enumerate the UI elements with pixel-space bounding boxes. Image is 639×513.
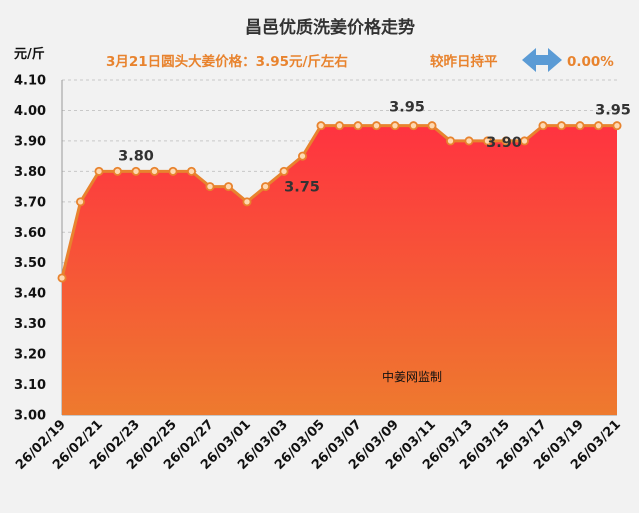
- data-point: [594, 121, 604, 131]
- data-labels: 3.80 3.75 3.95 3.90 3.95: [118, 100, 631, 196]
- y-tick-label: 3.90: [14, 134, 46, 149]
- data-point: [168, 166, 178, 176]
- y-tick-label: 4.10: [14, 74, 46, 89]
- data-point: [223, 182, 233, 192]
- area-fill-path: [62, 125, 617, 415]
- data-point: [557, 121, 567, 131]
- data-label: 3.95: [595, 103, 631, 119]
- data-point: [76, 197, 86, 207]
- area-fill: [62, 125, 617, 415]
- data-point: [113, 166, 123, 176]
- y-tick-label: 3.30: [14, 317, 46, 332]
- data-point: [186, 166, 196, 176]
- y-tick-label: 3.00: [14, 409, 46, 424]
- change-value: 0.00%: [567, 54, 614, 70]
- y-tick-label: 3.40: [14, 287, 46, 302]
- y-tick-label: 3.80: [14, 165, 46, 180]
- watermark: 中姜网监制: [382, 369, 442, 384]
- data-point: [260, 182, 270, 192]
- y-tick-label: 3.10: [14, 378, 46, 393]
- series-points: [57, 121, 622, 283]
- double-arrow-icon: [522, 48, 562, 72]
- comparison-label: 较昨日持平: [430, 53, 498, 70]
- data-point: [520, 136, 530, 146]
- data-point: [149, 166, 159, 176]
- y-tick-label: 3.70: [14, 195, 46, 210]
- x-axis-ticks: 26/02/1926/02/2126/02/2326/02/2526/02/27…: [13, 417, 624, 473]
- data-label: 3.75: [284, 179, 320, 195]
- data-point: [57, 273, 67, 283]
- data-point: [501, 136, 511, 146]
- data-label: 3.80: [118, 148, 154, 164]
- data-point: [242, 197, 252, 207]
- chart-subtitle: 3月21日圆头大姜价格：3.95元/斤左右: [106, 53, 348, 70]
- data-point: [371, 121, 381, 131]
- data-label: 3.90: [486, 135, 522, 151]
- data-label: 3.95: [389, 100, 425, 116]
- data-point: [575, 121, 585, 131]
- data-point: [390, 121, 400, 131]
- chart-title: 昌邑优质洗姜价格走势: [245, 17, 415, 38]
- data-point: [131, 166, 141, 176]
- data-point: [297, 151, 307, 161]
- y-tick-label: 3.20: [14, 348, 46, 363]
- y-axis-ticks: 3.00 3.10 3.20 3.30 3.40 3.50 3.60 3.70 3.80 3.90…: [14, 74, 46, 424]
- y-tick-label: 3.50: [14, 256, 46, 271]
- data-point: [482, 136, 492, 146]
- data-point: [538, 121, 548, 131]
- data-point: [205, 182, 215, 192]
- data-point: [612, 121, 622, 131]
- data-point: [464, 136, 474, 146]
- data-point: [408, 121, 418, 131]
- data-point: [94, 166, 104, 176]
- y-tick-label: 4.00: [14, 104, 46, 119]
- y-axis-unit: 元/斤: [14, 46, 45, 62]
- data-point: [427, 121, 437, 131]
- y-tick-label: 3.60: [14, 226, 46, 241]
- data-point: [445, 136, 455, 146]
- data-point: [279, 166, 289, 176]
- data-point: [316, 121, 326, 131]
- data-point: [353, 121, 363, 131]
- data-point: [334, 121, 344, 131]
